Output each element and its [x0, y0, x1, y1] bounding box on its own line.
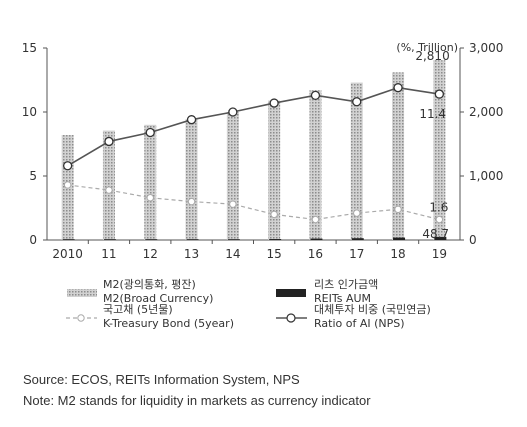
legend-bond-swatch-marker — [77, 314, 85, 322]
nps-ratio-point — [104, 136, 114, 147]
reits-aum-bar — [269, 239, 282, 240]
treasury-bond-point — [229, 200, 237, 208]
m2-bar — [392, 72, 405, 240]
nps-ratio-point — [186, 115, 197, 125]
x-axis-tick-label: 11 — [101, 247, 116, 261]
footnote: Note: M2 stands for liquidity in markets… — [23, 393, 371, 408]
annotation-reits-value: 48.7 — [422, 227, 449, 241]
nps-ratio-point — [269, 98, 279, 108]
x-axis-tick-label: 15 — [267, 247, 282, 261]
m2-bar — [185, 119, 198, 240]
treasury-bond-point — [270, 210, 278, 219]
x-axis-tick-label: 2010 — [52, 247, 83, 261]
nps-ratio-line — [67, 86, 440, 167]
left-axis-tick-label: 15 — [22, 41, 37, 55]
x-axis-tick-label: 18 — [390, 247, 405, 261]
left-axis-tick-label: 0 — [29, 233, 37, 247]
treasury-bond-point — [63, 181, 72, 189]
source-note: Source: ECOS, REITs Information System, … — [23, 372, 300, 387]
right-axis-tick-label: 0 — [469, 233, 477, 247]
m2-bar — [268, 100, 281, 240]
nps-ratio-point — [310, 90, 321, 101]
reits-aum-bar — [103, 239, 116, 240]
legend-nps-swatch-marker — [286, 313, 296, 323]
treasury-bond-point — [146, 194, 154, 202]
treasury-bond-point — [311, 215, 320, 224]
legend-nps-label-ko: 대체투자 비중 (국민연금) — [314, 303, 431, 316]
left-axis-tick-label: 10 — [22, 105, 37, 119]
nps-ratio-point — [352, 97, 362, 107]
reits-aum-bar — [186, 239, 199, 240]
reits-aum-bar — [227, 239, 240, 240]
x-axis-tick-label: 13 — [184, 247, 199, 261]
legend-bond-label-ko: 국고채 (5년물) — [103, 303, 173, 316]
left-axis-tick-label: 5 — [29, 169, 37, 183]
x-axis-tick-label: 19 — [432, 247, 447, 261]
m2-bar — [309, 90, 322, 241]
right-axis-tick-label: 1,000 — [469, 169, 503, 183]
nps-ratio-point — [228, 107, 238, 117]
treasury-bond-point — [187, 197, 196, 206]
legend-m2-label-ko: M2(광의통화, 평잔) — [103, 278, 196, 291]
annotation-bond-value: 1.6 — [429, 201, 448, 215]
x-axis-tick-label: 14 — [225, 247, 240, 261]
unit-label: (%, Trillion) — [396, 41, 458, 54]
nps-ratio-point — [393, 83, 403, 93]
nps-ratio-point — [145, 127, 155, 138]
legend-reits-label: REITs AUM — [314, 292, 371, 305]
chart-svg: 0 5 10 15 0 1,000 2,000 3,000 2010 11 12 13 14 15 16 17… — [22, 41, 504, 330]
m2-bar — [144, 124, 157, 240]
x-axis-tick-label: 16 — [308, 247, 323, 261]
reits-aum-bar — [145, 239, 158, 240]
nps-ratio-point — [63, 161, 73, 171]
treasury-bond-point — [105, 186, 113, 194]
m2-bar — [433, 60, 446, 240]
reits-aum-bar — [310, 238, 323, 240]
m2-bar — [102, 130, 115, 240]
treasury-bond-line — [67, 184, 440, 221]
treasury-bond-point — [394, 205, 402, 213]
treasury-bond-point — [353, 209, 361, 217]
legend-m2-label: M2(Broad Currency) — [103, 292, 213, 305]
reits-aum-bar — [62, 239, 75, 240]
legend-bond-label: K-Treasury Bond (5year) — [103, 317, 234, 330]
treasury-bond-point — [435, 215, 444, 224]
reits-aum-bar — [351, 238, 364, 240]
m2-bar — [226, 112, 239, 240]
m2-bar — [350, 82, 363, 240]
legend-reits-label-ko: 리츠 인가금액 — [314, 278, 378, 291]
reits-aum-bar — [393, 237, 406, 240]
reits-aum-bar — [434, 236, 447, 240]
x-axis-tick-label: 17 — [349, 247, 364, 261]
legend-reits-swatch — [276, 289, 306, 297]
right-axis-tick-label: 2,000 — [469, 105, 503, 119]
nps-ratio-point — [434, 89, 445, 99]
annotation-m2-value: 2,810 — [415, 49, 449, 63]
legend-nps-label: Ratio of AI (NPS) — [314, 317, 405, 330]
annotation-nps-value: 11.4 — [419, 107, 446, 121]
x-axis-tick-label: 12 — [143, 247, 158, 261]
right-axis-tick-label: 3,000 — [469, 41, 503, 55]
legend-m2-swatch — [67, 289, 97, 297]
